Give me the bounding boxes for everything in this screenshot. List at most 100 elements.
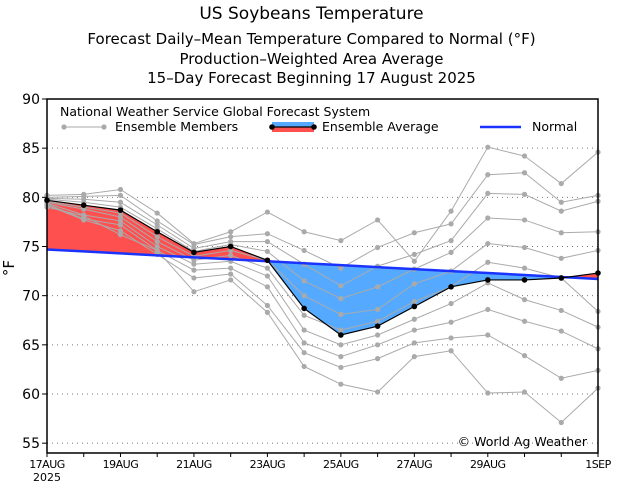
ensemble-member-point	[191, 267, 197, 273]
ensemble-member-point	[338, 342, 344, 348]
ensemble-member-point	[485, 240, 491, 247]
ensemble-member-point	[521, 244, 528, 251]
ensemble-member-line	[46, 200, 599, 315]
ensemble-member-point	[191, 261, 197, 267]
ensemble-member-point	[228, 271, 234, 277]
ensemble-average-point	[521, 277, 528, 283]
ensemble-member-point	[154, 218, 160, 224]
ensemble-member-line	[46, 192, 599, 287]
x-tick-label: 23AUG	[250, 458, 286, 471]
ensemble-average-point	[558, 275, 565, 281]
legend-members-point	[61, 124, 67, 130]
ensemble-average-point	[448, 284, 454, 290]
ensemble-member-point	[558, 180, 564, 187]
ensemble-average-point	[485, 277, 491, 283]
ensemble-member-point	[301, 312, 307, 318]
y-tick-label: 65	[22, 338, 40, 354]
anomaly-fill-below	[47, 249, 598, 335]
ensemble-member-point	[301, 340, 307, 346]
ensemble-member-point	[301, 247, 307, 254]
ensemble-member-point	[81, 213, 87, 219]
y-axis-label: °F	[0, 260, 18, 276]
ensemble-member-point	[521, 170, 528, 176]
ensemble-member-point	[485, 306, 491, 313]
ensemble-member-point	[228, 234, 234, 240]
ensemble-member-point	[117, 199, 124, 205]
ensemble-member-point	[411, 281, 417, 287]
ensemble-member-point	[485, 259, 491, 265]
ensemble-member-point	[228, 252, 234, 258]
ensemble-member-point	[117, 228, 124, 234]
ensemble-member-point	[264, 231, 270, 237]
ensemble-average-line	[46, 199, 599, 336]
x-tick-label: 19AUG	[103, 458, 139, 471]
ensemble-member-point	[558, 419, 564, 426]
ensemble-member-point	[411, 251, 417, 257]
chart-subtitle-3: 15–Day Forecast Beginning 17 August 2025	[147, 69, 476, 87]
chart-subtitle-1: Forecast Daily–Mean Temperature Compared…	[87, 30, 536, 48]
ensemble-member-point	[375, 244, 381, 251]
ensemble-member-point	[485, 144, 491, 150]
ensemble-member-point	[558, 255, 564, 261]
ensemble-member-point	[448, 238, 454, 244]
y-tick-label: 90	[22, 92, 40, 108]
ensemble-member-point	[338, 327, 344, 333]
ensemble-member-point	[117, 222, 124, 228]
x-tick-label: 29AUG	[470, 458, 506, 471]
legend-members-point	[101, 124, 107, 130]
ensemble-member-line	[46, 172, 599, 269]
ensemble-member-point	[338, 381, 344, 387]
ensemble-average-point	[301, 305, 307, 312]
copyright-annotation: © World Ag Weather	[458, 434, 588, 449]
ensemble-average-point	[117, 207, 124, 213]
plot-frame	[46, 98, 599, 454]
ensemble-member-point	[264, 265, 270, 271]
ensemble-member-point	[338, 283, 344, 289]
ensemble-average-point	[191, 249, 197, 256]
ensemble-member-point	[411, 340, 417, 346]
y-tick-label: 75	[22, 240, 40, 256]
ensemble-member-point	[485, 172, 491, 178]
x-tick-label: 17AUG	[29, 458, 65, 471]
ensemble-member-point	[411, 258, 417, 264]
legend-header: National Weather Service Global Forecast…	[60, 104, 370, 119]
ensemble-member-point	[338, 311, 344, 317]
ensemble-member-line	[46, 146, 599, 263]
ensemble-member-point	[375, 342, 381, 348]
ensemble-member-point	[117, 214, 124, 220]
ensemble-member-point	[301, 278, 307, 284]
x-tick-label: 27AUG	[397, 458, 433, 471]
ensemble-member-point	[558, 307, 564, 314]
ensemble-member-line	[46, 203, 599, 358]
ensemble-average-point	[374, 323, 381, 329]
ensemble-member-point	[485, 390, 491, 396]
ensemble-member-point	[264, 209, 270, 215]
ensemble-member-point	[264, 284, 270, 290]
ensemble-member-point	[375, 318, 381, 324]
legend-average-swatch-blue	[272, 122, 314, 127]
ensemble-member-point	[264, 248, 270, 255]
ensemble-member-point	[117, 232, 124, 238]
ensemble-member-point	[338, 364, 344, 371]
x-tick-label: 1SEP	[585, 458, 611, 471]
ensemble-member-point	[448, 319, 454, 325]
legend-average-swatch-red	[272, 127, 314, 132]
ensemble-member-point	[191, 241, 197, 248]
legend-average-point	[311, 124, 317, 130]
ensemble-member-point	[521, 191, 528, 197]
y-tick-label: 80	[22, 190, 40, 206]
ensemble-member-point	[558, 230, 564, 236]
ensemble-member-point	[375, 356, 381, 362]
ensemble-member-point	[191, 257, 197, 263]
ensemble-member-point	[521, 318, 528, 324]
ensemble-member-point	[264, 273, 270, 279]
ensemble-member-point	[411, 298, 417, 305]
ensemble-member-point	[338, 354, 344, 360]
ensemble-member-point	[375, 284, 381, 290]
ensemble-member-point	[301, 350, 307, 356]
ensemble-member-point	[375, 217, 381, 223]
y-tick-label: 60	[22, 387, 40, 403]
ensemble-member-point	[375, 332, 381, 338]
ensemble-member-point	[301, 363, 307, 370]
ensemble-average-point	[338, 332, 344, 338]
